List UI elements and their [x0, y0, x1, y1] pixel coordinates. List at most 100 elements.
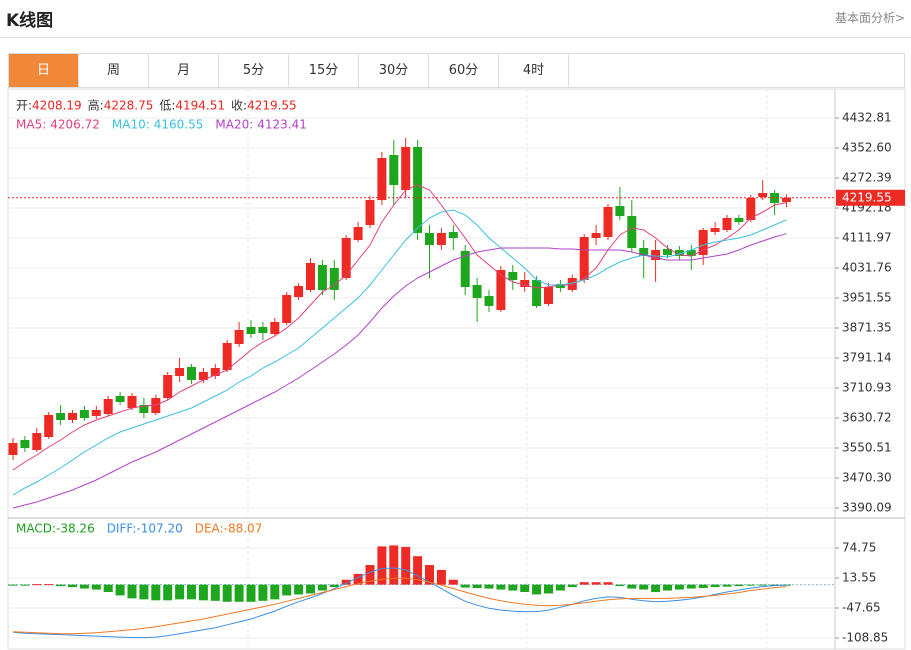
macd-bar [317, 584, 327, 591]
y-tick-label: 4031.76 [842, 261, 892, 275]
period-tab[interactable]: 日 [9, 54, 79, 87]
y-tick-label: 3550.51 [842, 440, 892, 454]
macd-bar [686, 584, 696, 589]
readout-text: -88.07 [224, 522, 263, 536]
macd-bar [115, 584, 125, 596]
indicator-line [12, 184, 787, 471]
candle-body [770, 192, 780, 203]
candle-body [329, 267, 339, 290]
candle-body [127, 395, 137, 408]
candle-body [56, 412, 66, 420]
macd-bar [56, 584, 66, 587]
y-tick-label: 3951.55 [842, 291, 892, 305]
macd-bar [139, 584, 149, 600]
macd-bar [401, 546, 411, 585]
candle-body [270, 321, 280, 335]
macd-bar [198, 584, 208, 601]
candle-body [627, 215, 637, 248]
indicator-line [12, 233, 787, 509]
candle-body [91, 410, 101, 416]
readout-text: 4208.19 [32, 99, 82, 113]
period-tab[interactable]: 4时 [499, 54, 569, 87]
macd-bar [353, 573, 363, 585]
readout-text: 高: [88, 98, 104, 113]
candle-body [758, 192, 768, 197]
readout-text: DEA: [195, 522, 224, 536]
readout-text: -107.20 [136, 522, 182, 536]
readout-text: -38.26 [56, 522, 95, 536]
readout-text: MA5: [16, 118, 46, 132]
chart-frame [7, 88, 906, 650]
macd-bar [175, 584, 185, 600]
candle-body [175, 367, 185, 377]
period-tab[interactable]: 15分 [289, 54, 359, 87]
candle-body [44, 414, 54, 438]
period-tab[interactable]: 5分 [219, 54, 289, 87]
candle-body [365, 199, 375, 226]
candle-body [32, 433, 42, 450]
candle-body [567, 278, 577, 290]
readout-text: 4160.55 [154, 118, 204, 132]
period-tab[interactable]: 月 [149, 54, 219, 87]
candle-body [8, 442, 18, 455]
period-tab[interactable]: 60分 [429, 54, 499, 87]
candle-body [698, 229, 708, 256]
macd-bar [425, 565, 434, 585]
readout-text: MA20: [215, 118, 253, 132]
macd-bar [44, 584, 54, 586]
candle-body [674, 249, 684, 256]
candle-body [663, 248, 672, 256]
y-tick-label: 3791.14 [842, 350, 892, 364]
candle-body [484, 295, 494, 306]
candle-body [544, 286, 553, 305]
y-tick-label: 74.75 [842, 541, 876, 555]
candle-body [389, 154, 399, 185]
macd-bar [651, 584, 661, 592]
candle-body [68, 412, 77, 420]
y-tick-label: 3470.30 [842, 470, 892, 484]
macd-bar [472, 584, 482, 589]
page-title: K线图 [6, 11, 54, 31]
candle-body [139, 404, 149, 413]
candle-body [282, 294, 292, 324]
fundamental-link[interactable]: 基本面分析> [834, 11, 905, 25]
candle-body [294, 285, 304, 298]
candle-body [686, 249, 696, 256]
macd-bar [222, 584, 232, 602]
y-tick-label: 4352.60 [842, 140, 892, 154]
macd-bar [734, 584, 744, 587]
macd-bar [377, 546, 387, 585]
macd-bar [68, 584, 77, 588]
macd-bar [294, 584, 304, 595]
y-tick-label: 13.55 [842, 571, 876, 585]
y-tick-label: 4272.39 [842, 170, 892, 184]
candle-body [532, 279, 542, 306]
macd-bar [722, 584, 732, 587]
macd-bar [187, 584, 196, 600]
candle-body [615, 206, 625, 216]
candle-body [722, 217, 732, 230]
readout-text: 4206.72 [50, 118, 100, 132]
macd-bar [544, 584, 553, 594]
macd-bar [20, 584, 30, 586]
macd-bar [615, 584, 625, 587]
candle-body [496, 270, 506, 310]
candle-body [413, 146, 423, 233]
macd-bar [496, 584, 506, 590]
period-tab[interactable]: 30分 [359, 54, 429, 87]
readout-text: 4194.51 [175, 99, 225, 113]
readout-text: 低: [159, 99, 175, 113]
candle-body [472, 285, 482, 298]
macd-bar [127, 584, 137, 599]
macd-bar [8, 584, 18, 586]
candle-body [579, 236, 589, 280]
candle-body [20, 439, 30, 449]
readout-text: MACD: [16, 522, 56, 536]
macd-bar [79, 584, 89, 589]
period-tab[interactable]: 周 [79, 54, 149, 87]
candle-body [508, 271, 518, 280]
candle-body [639, 247, 649, 256]
candle-body [353, 226, 363, 241]
